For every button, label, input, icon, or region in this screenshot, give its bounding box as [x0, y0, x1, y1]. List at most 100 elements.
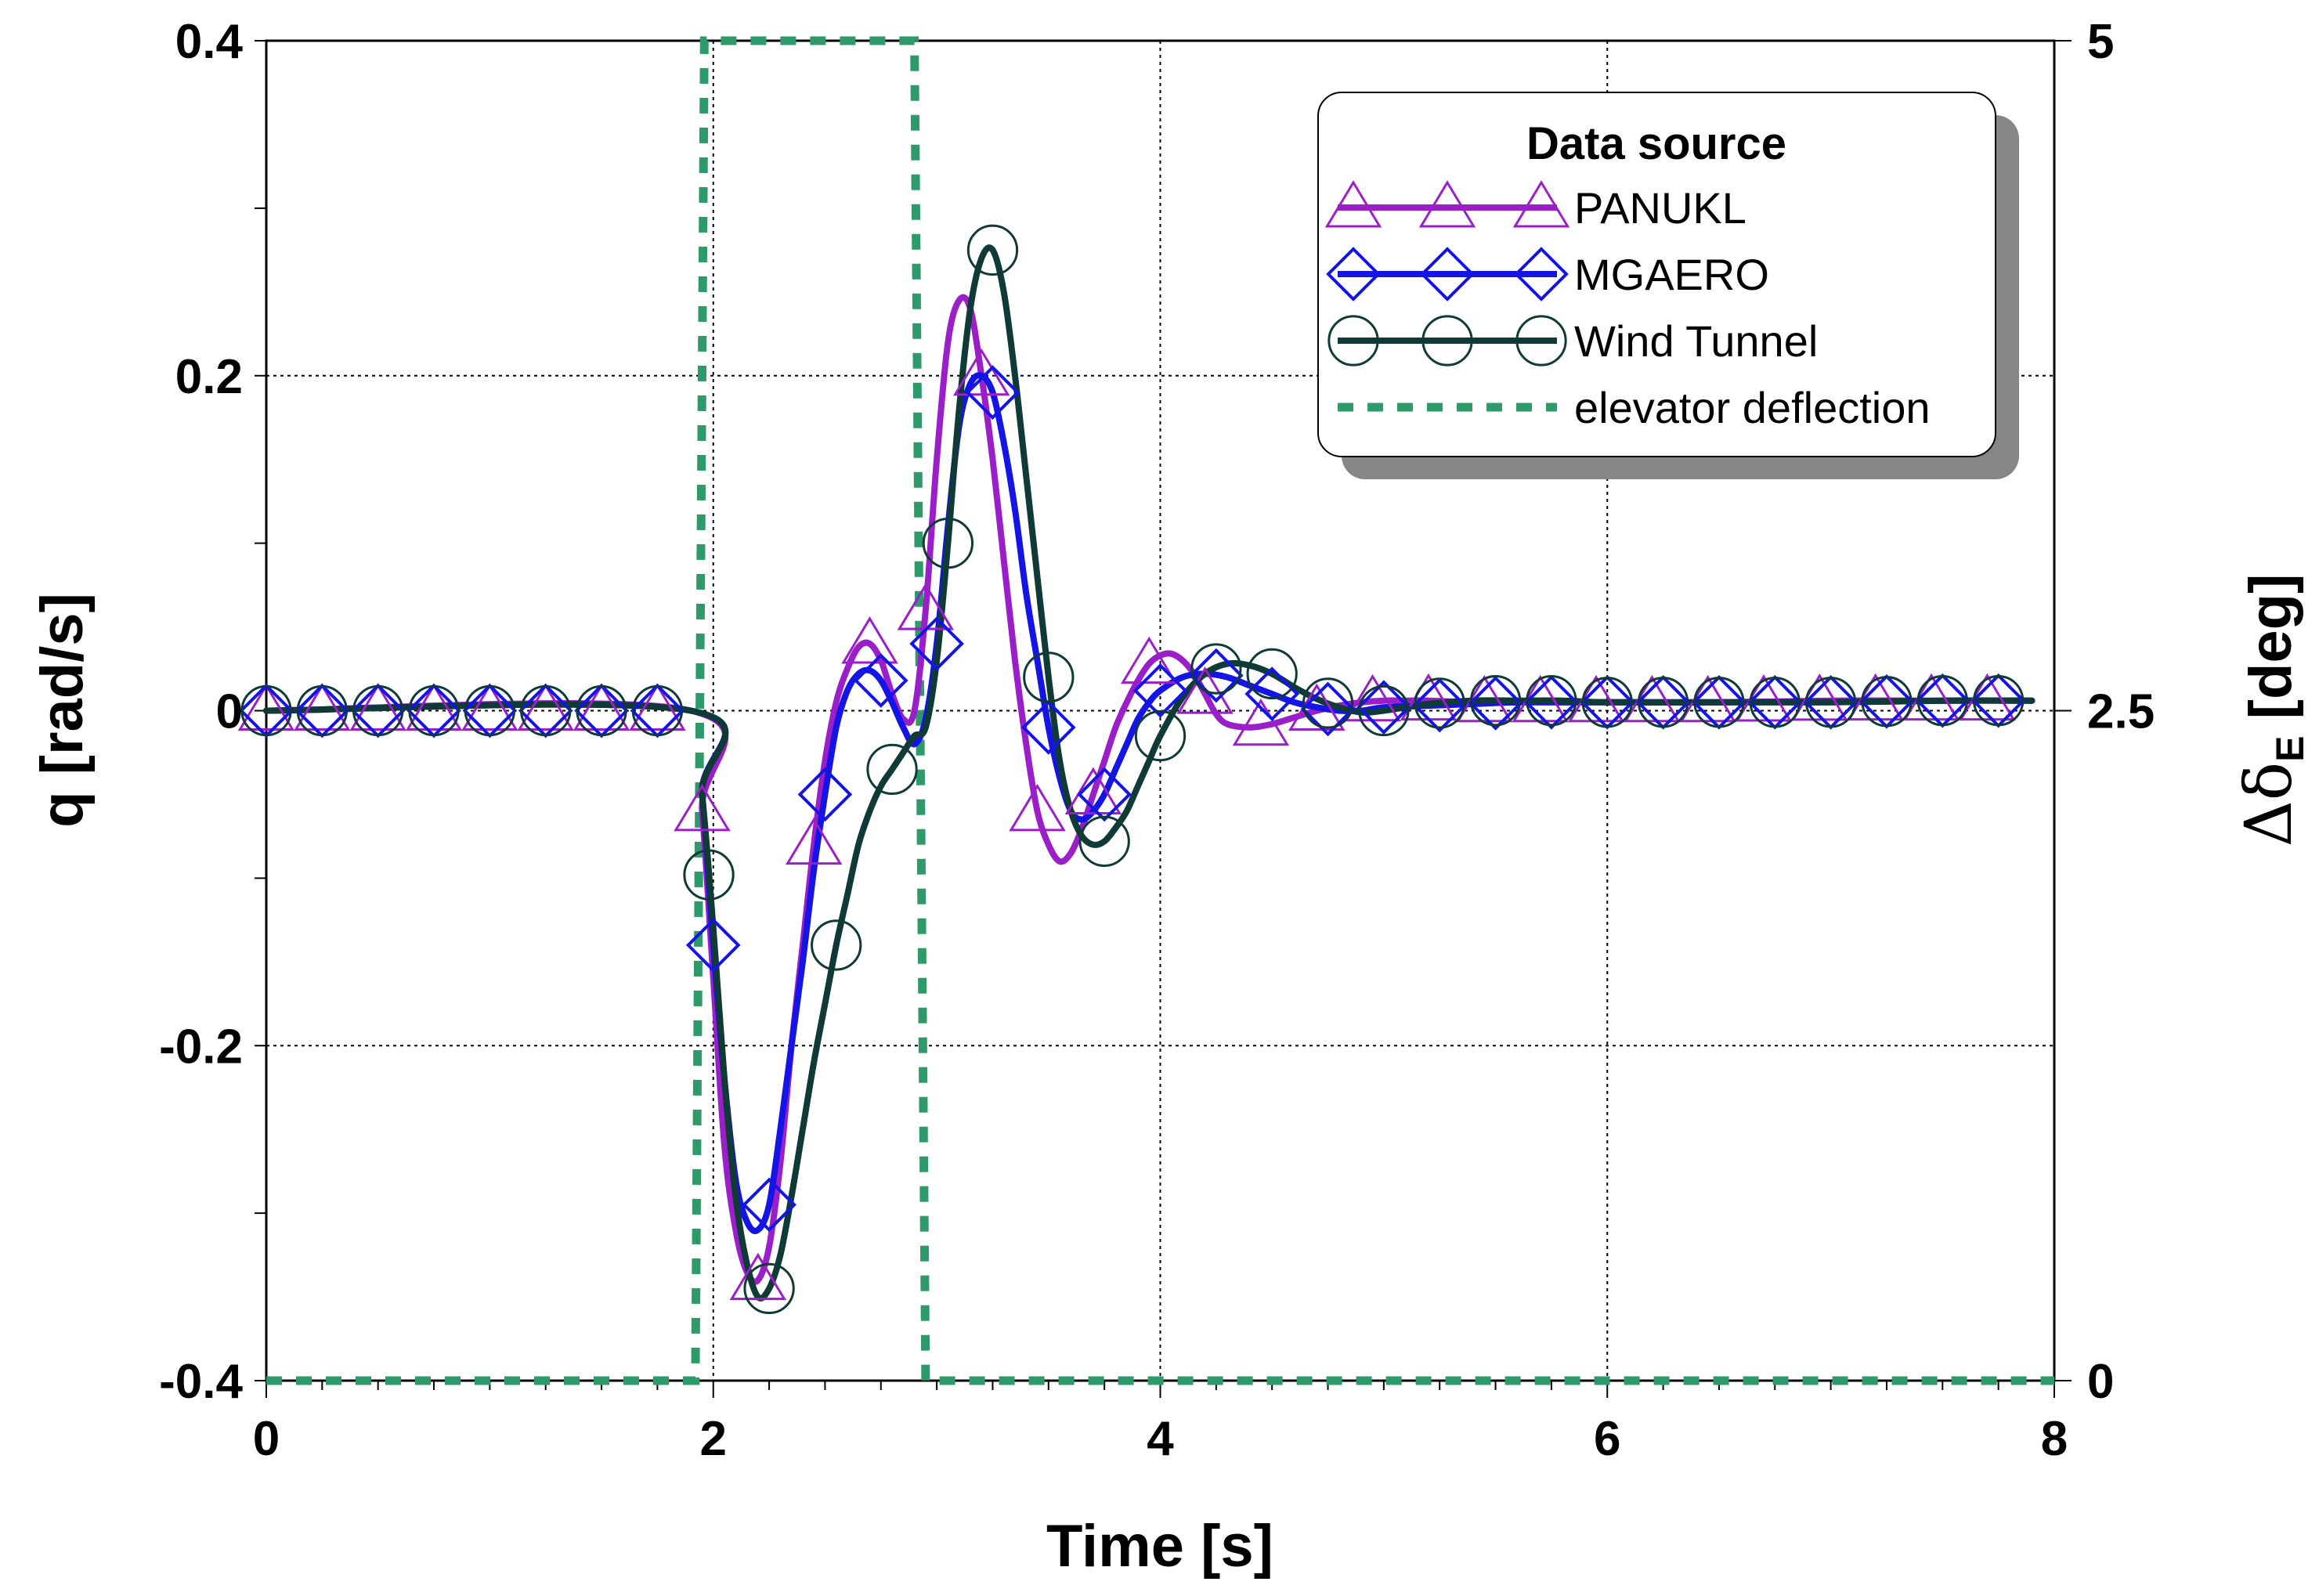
marker-panukl	[785, 817, 843, 865]
markers-mgaero	[239, 365, 2026, 1233]
legend-marker	[1420, 247, 1475, 302]
marker-wind-tunnel	[1972, 675, 2025, 727]
marker-panukl	[461, 683, 518, 731]
marker-wind-tunnel	[683, 849, 735, 901]
marker-mgaero	[1468, 676, 1523, 731]
x-tick-labels: 0 2 4 6 8	[253, 1412, 2068, 1466]
legend-label: elevator deflection	[1574, 383, 1931, 432]
marker-panukl	[405, 683, 463, 731]
marker-mgaero	[1132, 663, 1188, 718]
marker-wind-tunnel	[576, 684, 627, 737]
legend-box	[1317, 92, 1996, 457]
marker-wind-tunnel	[1916, 675, 1968, 727]
marker-wind-tunnel	[1526, 675, 1577, 727]
y2-tick-labels: 02.55	[2087, 15, 2155, 1409]
markers-panukl	[237, 348, 2016, 1301]
marker-wind-tunnel	[631, 684, 684, 737]
legend-label: PANUKL	[1574, 183, 1746, 233]
legend-label: Wind Tunnel	[1574, 316, 1818, 366]
marker-panukl	[237, 683, 295, 731]
marker-wind-tunnel	[866, 743, 918, 796]
marker-wind-tunnel	[743, 1262, 795, 1315]
marker-mgaero	[1244, 666, 1300, 721]
series-line-elevator-deflection	[266, 36, 2054, 1385]
marker-wind-tunnel	[240, 684, 292, 737]
y2-tick-label: 0	[2087, 1355, 2114, 1409]
y2-axis-subscript: E	[2268, 735, 2312, 761]
marker-panukl	[294, 683, 351, 731]
marker-panukl	[573, 683, 630, 731]
marker-mgaero	[1077, 767, 1132, 822]
marker-mgaero	[1412, 677, 1468, 733]
marker-mgaero	[1189, 648, 1244, 703]
x-tick-label: 2	[700, 1412, 727, 1466]
marker-wind-tunnel	[1861, 676, 1913, 728]
marker-mgaero	[1300, 681, 1356, 737]
marker-wind-tunnel	[1414, 677, 1465, 729]
y2-axis-title: ΔδE [deg]	[2232, 574, 2312, 847]
legend: Data source PANUKL MGAERO Wind Tunnel eleva…	[1317, 92, 2019, 479]
legend-marker	[1327, 315, 1379, 367]
marker-mgaero	[685, 918, 741, 973]
marker-mgaero	[909, 616, 964, 671]
marker-panukl	[629, 683, 686, 731]
marker-panukl	[1064, 767, 1122, 814]
marker-panukl	[349, 683, 406, 731]
y2-axis-unit: [deg]	[2238, 574, 2304, 736]
y2-tick-label: 2.5	[2087, 685, 2155, 739]
legend-entry-wind-tunnel: Wind Tunnel	[1327, 315, 1818, 367]
marker-mgaero	[965, 365, 1020, 420]
marker-panukl	[674, 783, 731, 832]
marker-wind-tunnel	[1023, 652, 1075, 703]
legend-marker	[1514, 247, 1569, 302]
marker-wind-tunnel	[520, 684, 572, 737]
marker-panukl	[952, 348, 1010, 396]
x-tick-label: 8	[2041, 1412, 2068, 1466]
legend-marker	[1512, 180, 1570, 228]
marker-panukl	[1176, 666, 1234, 714]
legend-title: Data source	[1526, 118, 1786, 169]
marker-wind-tunnel	[1693, 677, 1745, 728]
legend-entry-elevator-deflection: elevator deflection	[1338, 383, 1931, 432]
marker-wind-tunnel	[1469, 675, 1522, 727]
series-line-wind-tunnel	[263, 244, 2035, 1302]
legend-label: MGAERO	[1574, 250, 1769, 299]
legend-entry-panukl: PANUKL	[1324, 180, 1746, 233]
marker-wind-tunnel	[1804, 677, 1857, 728]
marker-panukl	[729, 1252, 787, 1301]
marker-wind-tunnel	[922, 517, 974, 569]
x-axis-title: Time [s]	[1046, 1513, 1273, 1580]
marker-wind-tunnel	[464, 684, 516, 737]
legend-entries: PANUKL MGAERO Wind Tunnel elevator deflecti…	[1324, 180, 1931, 432]
marker-wind-tunnel	[1581, 677, 1633, 728]
y-tick-label: 0.2	[175, 350, 243, 404]
y-tick-label: 0	[216, 685, 243, 739]
marker-wind-tunnel	[966, 224, 1019, 276]
x-tick-label: 0	[253, 1412, 280, 1466]
legend-marker	[1326, 247, 1381, 302]
marker-wind-tunnel	[1190, 643, 1242, 695]
marker-wind-tunnel	[1749, 677, 1801, 728]
marker-wind-tunnel	[352, 684, 404, 737]
marker-wind-tunnel	[296, 684, 349, 737]
marker-mgaero	[742, 1177, 796, 1233]
y2-axis-symbol: Δδ	[2232, 762, 2306, 847]
legend-marker	[1515, 315, 1567, 367]
y-axis-title: q [rad/s]	[29, 593, 96, 828]
y-tick-label: -0.2	[159, 1020, 243, 1074]
markers	[237, 224, 2026, 1315]
marker-wind-tunnel	[811, 919, 862, 971]
legend-marker	[1421, 315, 1473, 367]
y-tick-label: 0.4	[175, 15, 244, 69]
marker-wind-tunnel	[1134, 710, 1187, 762]
marker-panukl	[1120, 636, 1178, 684]
marker-wind-tunnel	[1246, 648, 1298, 700]
marker-mgaero	[1020, 700, 1076, 755]
marker-mgaero	[1524, 674, 1579, 730]
marker-panukl	[1009, 783, 1066, 832]
marker-wind-tunnel	[1637, 677, 1689, 728]
series-line-mgaero	[263, 372, 2035, 1234]
marker-panukl	[1232, 698, 1290, 746]
marker-wind-tunnel	[1358, 684, 1410, 737]
